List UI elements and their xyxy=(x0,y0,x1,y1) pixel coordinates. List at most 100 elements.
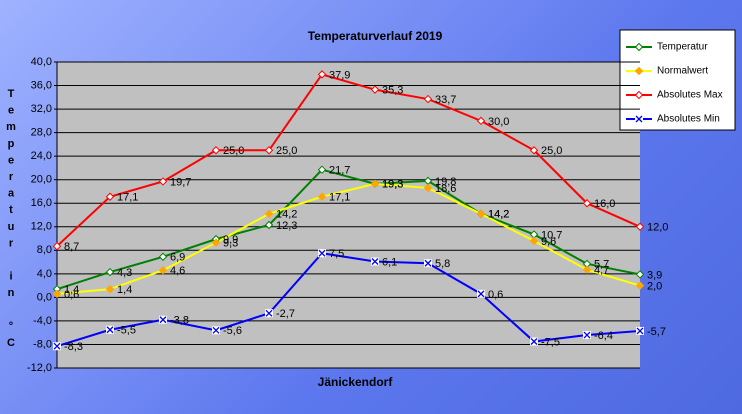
data-label: 37,9 xyxy=(329,69,350,81)
data-label: 17,1 xyxy=(329,192,350,204)
y-tick-label: -12,0 xyxy=(27,362,52,374)
data-label: -5,7 xyxy=(647,326,666,338)
marker xyxy=(582,199,592,208)
legend-marker xyxy=(634,90,644,100)
legend-marker xyxy=(634,42,644,52)
data-label: 4,7 xyxy=(594,265,609,277)
marker xyxy=(52,241,62,251)
series-line xyxy=(56,252,641,348)
marker xyxy=(529,236,539,246)
data-label: -6,4 xyxy=(594,330,613,342)
y-axis-title: Temperatur in °C xyxy=(5,88,17,354)
marker xyxy=(635,281,645,290)
data-label: 14,2 xyxy=(276,209,297,221)
data-label: 14,2 xyxy=(488,209,509,221)
data-label: 21,7 xyxy=(329,165,350,177)
legend-label: Absolutes Min xyxy=(657,114,720,125)
legend-label: Temperatur xyxy=(657,42,708,53)
marker xyxy=(158,252,168,261)
data-label: 12,3 xyxy=(276,220,297,232)
marker xyxy=(211,146,221,155)
data-label: 25,0 xyxy=(541,145,562,157)
data-label: 9,3 xyxy=(223,238,238,250)
marker xyxy=(370,179,380,189)
data-label: 4,6 xyxy=(170,265,185,277)
data-label: 9,9 xyxy=(223,234,238,246)
series-line xyxy=(56,182,641,295)
marker xyxy=(264,220,274,230)
marker xyxy=(423,94,433,104)
legend-marker xyxy=(635,115,643,123)
y-tick-label: 12,0 xyxy=(31,221,52,233)
marker xyxy=(529,146,539,155)
marker xyxy=(530,337,538,346)
y-tick-label: 20,0 xyxy=(31,174,52,186)
data-label: 35,3 xyxy=(382,85,403,97)
data-label: -8,3 xyxy=(64,341,83,353)
marker xyxy=(158,177,168,186)
data-label: 5,8 xyxy=(435,258,450,270)
y-tick-label: -8,0 xyxy=(33,338,52,350)
data-label: 9,6 xyxy=(541,236,556,248)
y-tick-label: 36,0 xyxy=(31,79,52,91)
data-label: 12,0 xyxy=(647,222,668,234)
marker xyxy=(423,183,433,193)
marker xyxy=(106,325,114,334)
marker xyxy=(476,209,486,219)
data-label: 2,0 xyxy=(647,281,662,293)
y-tick-label: 32,0 xyxy=(31,103,52,115)
y-tick-label: 4,0 xyxy=(37,268,52,280)
marker xyxy=(105,267,115,277)
legend-marker xyxy=(634,66,644,76)
y-tick-label: -4,0 xyxy=(33,315,52,327)
marker xyxy=(318,249,326,258)
data-label: 1,4 xyxy=(117,284,132,296)
marker xyxy=(370,85,380,94)
marker xyxy=(105,284,115,294)
data-label: 19,3 xyxy=(382,179,403,191)
marker xyxy=(636,326,644,335)
y-tick-label: 16,0 xyxy=(31,197,52,209)
data-label: 25,0 xyxy=(223,145,244,157)
marker xyxy=(476,116,486,126)
data-label: 19,7 xyxy=(170,176,191,188)
data-label: 8,7 xyxy=(64,241,79,253)
y-tick-label: 40,0 xyxy=(31,56,52,68)
marker xyxy=(105,192,115,201)
data-label: 6,9 xyxy=(170,252,185,264)
data-label: 30,0 xyxy=(488,116,509,128)
x-axis-title: Jänickendorf xyxy=(318,375,394,389)
marker xyxy=(158,266,168,275)
marker xyxy=(265,309,273,318)
data-label: -3,8 xyxy=(170,315,189,327)
marker xyxy=(583,331,591,340)
chart-title: Temperaturverlauf 2019 xyxy=(308,29,443,43)
data-label: 1,4 xyxy=(64,284,79,296)
marker xyxy=(52,289,62,299)
data-label: 33,7 xyxy=(435,94,456,106)
marker xyxy=(477,289,485,298)
data-label: 7,5 xyxy=(329,248,344,260)
data-label: 4,3 xyxy=(117,267,132,279)
marker xyxy=(159,315,167,324)
marker xyxy=(317,192,327,201)
data-label: -5,6 xyxy=(223,325,242,337)
marker xyxy=(635,222,645,231)
series-line xyxy=(56,73,641,247)
data-label: 19,3 xyxy=(382,179,403,191)
marker xyxy=(264,209,274,219)
marker xyxy=(53,342,61,351)
y-tick-label: 28,0 xyxy=(31,127,52,139)
legend-label: Normalwert xyxy=(657,66,708,77)
data-label: 5,7 xyxy=(594,259,609,271)
marker xyxy=(582,265,592,274)
data-label: -2,7 xyxy=(276,308,295,320)
data-label: 19,8 xyxy=(435,176,456,188)
marker xyxy=(424,259,432,268)
data-label: 10,7 xyxy=(541,229,562,241)
y-tick-label: 0,0 xyxy=(37,291,52,303)
data-label: 17,1 xyxy=(117,192,138,204)
marker xyxy=(371,257,379,266)
y-tick-label: 8,0 xyxy=(37,244,52,256)
